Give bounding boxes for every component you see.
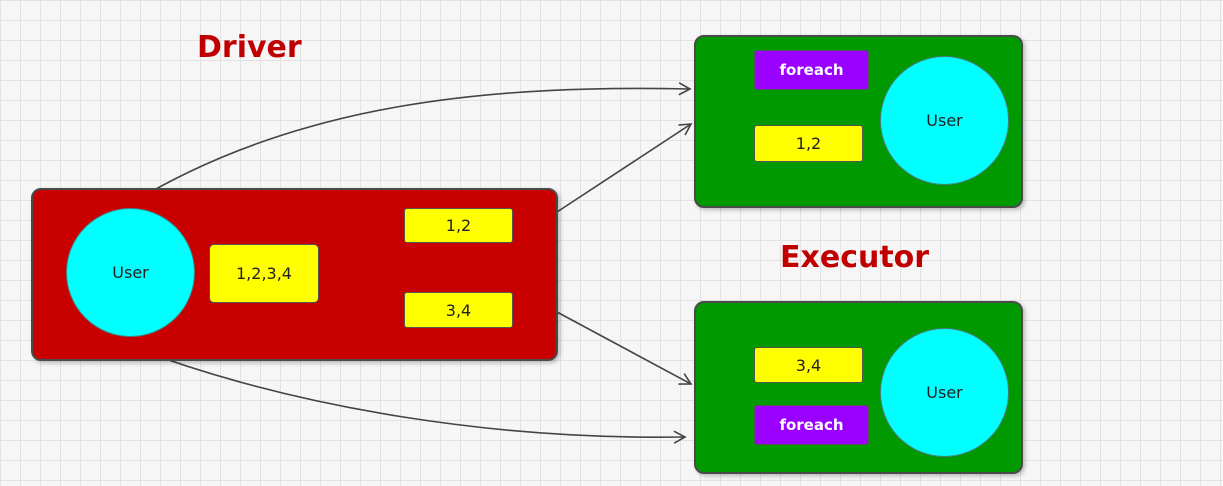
executor-top-data-tag: 1,2	[754, 125, 863, 162]
driver-title: Driver	[197, 30, 302, 65]
arrow-split-b-to-bottom-executor	[556, 311, 693, 385]
arrow-user-to-bottom-executor	[134, 347, 687, 444]
executor-bottom-data-tag: 3,4	[754, 347, 863, 383]
driver-split-a-tag: 1,2	[404, 208, 513, 243]
executor-top-foreach-tag: foreach	[754, 50, 869, 90]
arrow-split-a-to-top-executor	[556, 123, 693, 213]
executor-bottom-user-circle: User	[880, 328, 1009, 457]
driver-user-circle: User	[66, 208, 195, 337]
arrow-user-to-top-executor	[129, 82, 692, 205]
driver-data-tag: 1,2,3,4	[209, 244, 319, 303]
executor-title: Executor	[780, 240, 930, 275]
executor-top-user-circle: User	[880, 56, 1009, 185]
executor-bottom-foreach-tag: foreach	[754, 405, 869, 445]
driver-split-b-tag: 3,4	[404, 292, 513, 328]
